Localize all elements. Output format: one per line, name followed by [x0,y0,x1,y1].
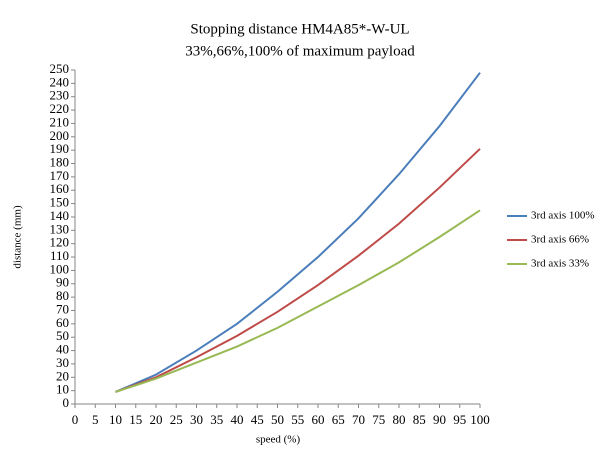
x-tick-label: 15 [129,412,142,427]
x-tick-label: 80 [393,412,406,427]
x-tick-label: 50 [271,412,284,427]
y-tick-label: 60 [56,315,69,330]
y-tick-label: 40 [56,342,69,357]
x-tick-label: 70 [352,412,365,427]
y-tick-label: 250 [50,61,70,76]
series-line [115,148,481,393]
legend-label: 3rd axis 66% [531,234,589,246]
y-tick-label: 130 [50,221,70,236]
x-tick-label: 30 [190,412,203,427]
x-tick-label: 85 [413,412,426,427]
y-tick-label: 100 [50,261,70,276]
y-tick-label: 180 [50,155,70,170]
x-tick-label: 60 [312,412,325,427]
x-tick-label: 95 [453,412,466,427]
y-tick-label: 220 [50,101,70,116]
y-tick-label: 30 [56,355,69,370]
chart-title: Stopping distance HM4A85*-W-UL [190,21,409,37]
y-tick-label: 150 [50,195,70,210]
y-tick-label: 110 [50,248,69,263]
y-tick-label: 140 [50,208,70,223]
x-tick-label: 45 [251,412,264,427]
y-tick-label: 230 [50,88,70,103]
x-tick-label: 20 [150,412,163,427]
y-axis-label: distance (mm) [12,205,24,269]
legend-label: 3rd axis 100% [531,210,595,222]
legend-label: 3rd axis 33% [531,258,589,270]
y-tick-label: 50 [56,328,69,343]
x-tick-label: 75 [372,412,385,427]
x-axis-label: speed (%) [256,434,301,446]
x-tick-label: 0 [72,412,79,427]
x-tick-label: 65 [332,412,345,427]
x-tick-label: 90 [433,412,446,427]
y-tick-label: 20 [56,368,69,383]
y-tick-label: 10 [56,382,69,397]
x-tick-label: 35 [210,412,223,427]
y-tick-label: 70 [56,301,69,316]
x-tick-label: 100 [470,412,490,427]
x-tick-label: 25 [170,412,183,427]
y-tick-label: 200 [50,128,70,143]
y-tick-label: 0 [63,395,70,410]
y-tick-label: 170 [50,168,70,183]
y-tick-label: 240 [50,74,70,89]
y-tick-label: 190 [50,141,70,156]
y-tick-label: 210 [50,114,70,129]
y-tick-label: 120 [50,235,70,250]
chart-subtitle: 33%,66%,100% of maximum payload [185,43,415,59]
x-tick-label: 5 [92,412,99,427]
y-tick-label: 160 [50,181,70,196]
series-line [115,72,481,393]
y-tick-label: 90 [56,275,69,290]
x-tick-label: 55 [291,412,304,427]
x-tick-label: 10 [109,412,122,427]
series-line [115,209,481,393]
y-tick-label: 80 [56,288,69,303]
x-tick-label: 40 [231,412,244,427]
